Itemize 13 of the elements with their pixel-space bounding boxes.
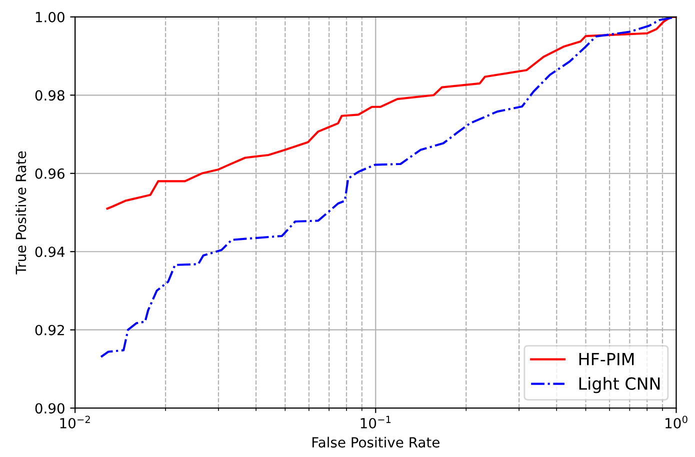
x-tick-label: 10$^{0}$ bbox=[666, 416, 688, 428]
y-tick-label: 0.92 bbox=[35, 324, 64, 336]
y-tick-label: 0.90 bbox=[35, 403, 64, 414]
y-tick-label: 0.94 bbox=[35, 246, 65, 258]
legend-label: HF-PIM bbox=[579, 353, 634, 366]
y-axis-title: True Positive Rate bbox=[15, 151, 26, 274]
y-tick-label: 1.00 bbox=[36, 12, 64, 22]
x-tick-label: 10$^{−1}$ bbox=[360, 416, 391, 428]
x-tick-label: 10$^{−2}$ bbox=[60, 416, 90, 428]
legend-label: Light CNN bbox=[579, 376, 660, 394]
y-tick-label: 0.98 bbox=[35, 90, 64, 101]
x-axis-title: False Positive Rate bbox=[312, 436, 440, 448]
y-tick-label: 0.96 bbox=[35, 168, 64, 179]
